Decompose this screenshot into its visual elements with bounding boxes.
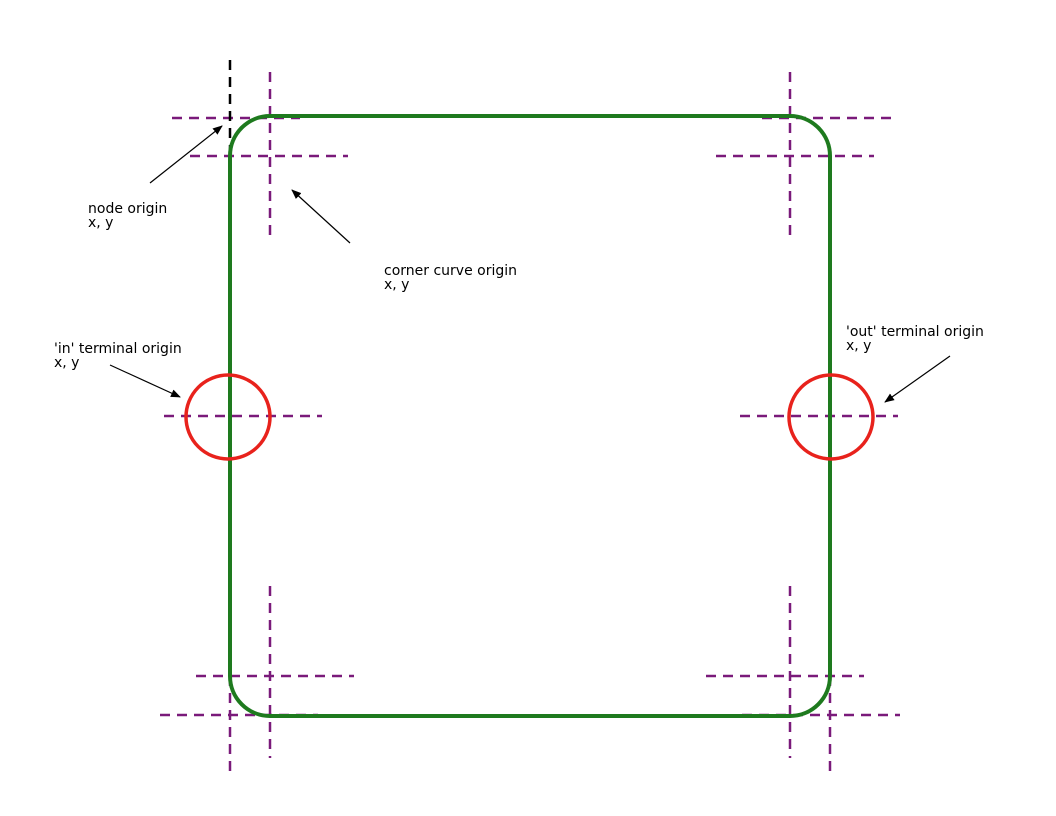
arrow-corner-curve-origin [291,189,351,244]
corner-curve-origin-label: corner curve origin x, y [384,264,517,292]
in-terminal [184,373,272,461]
arrow-in-terminal-origin [109,364,181,398]
arrow-node-origin [149,125,223,184]
corner-curve-origin-title: corner curve origin [384,263,517,279]
in-terminal-origin-title: 'in' terminal origin [54,341,182,357]
out-terminal-origin-coords: x, y [846,338,872,354]
out-terminal [787,373,875,461]
arrow-out-terminal-origin [884,355,951,403]
node-origin-coords: x, y [88,215,114,231]
out-terminal-origin-label: 'out' terminal origin x, y [846,325,984,353]
corner-curve-origin-coords: x, y [384,277,410,293]
node-origin-label: node origin x, y [88,202,167,230]
in-terminal-origin-coords: x, y [54,355,80,371]
out-terminal-origin-title: 'out' terminal origin [846,324,984,340]
node-origin-title: node origin [88,201,168,217]
in-terminal-origin-label: 'in' terminal origin x, y [54,342,182,370]
node-box [228,114,832,718]
